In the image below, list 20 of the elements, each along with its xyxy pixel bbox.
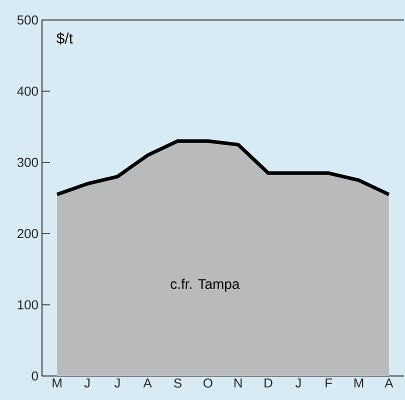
y-tick-label: 100	[18, 300, 38, 310]
x-tick-label: A	[143, 378, 152, 388]
x-tick-label: M	[52, 378, 62, 388]
x-tick-label: J	[84, 378, 90, 388]
x-tick-label: F	[326, 378, 332, 388]
y-tick-label: 400	[17, 86, 38, 96]
x-tick-label: O	[203, 378, 212, 388]
x-tick-label: A	[384, 378, 394, 388]
y-tick-label: 300	[17, 158, 38, 167]
y-tick-label: 200	[18, 229, 38, 238]
y-axis-title: $/t	[56, 32, 73, 45]
x-tick-label: D	[264, 378, 272, 388]
y-tick-label: 0	[32, 371, 38, 381]
y-tick-label: 500	[17, 15, 38, 25]
x-tick-label: S	[174, 378, 182, 388]
annotation: c.fr. Tampa	[170, 278, 240, 292]
x-tick-label: J	[114, 378, 120, 388]
x-tick-label: J	[295, 378, 301, 388]
x-tick-label: N	[234, 378, 242, 388]
x-tick-label: M	[354, 378, 364, 388]
